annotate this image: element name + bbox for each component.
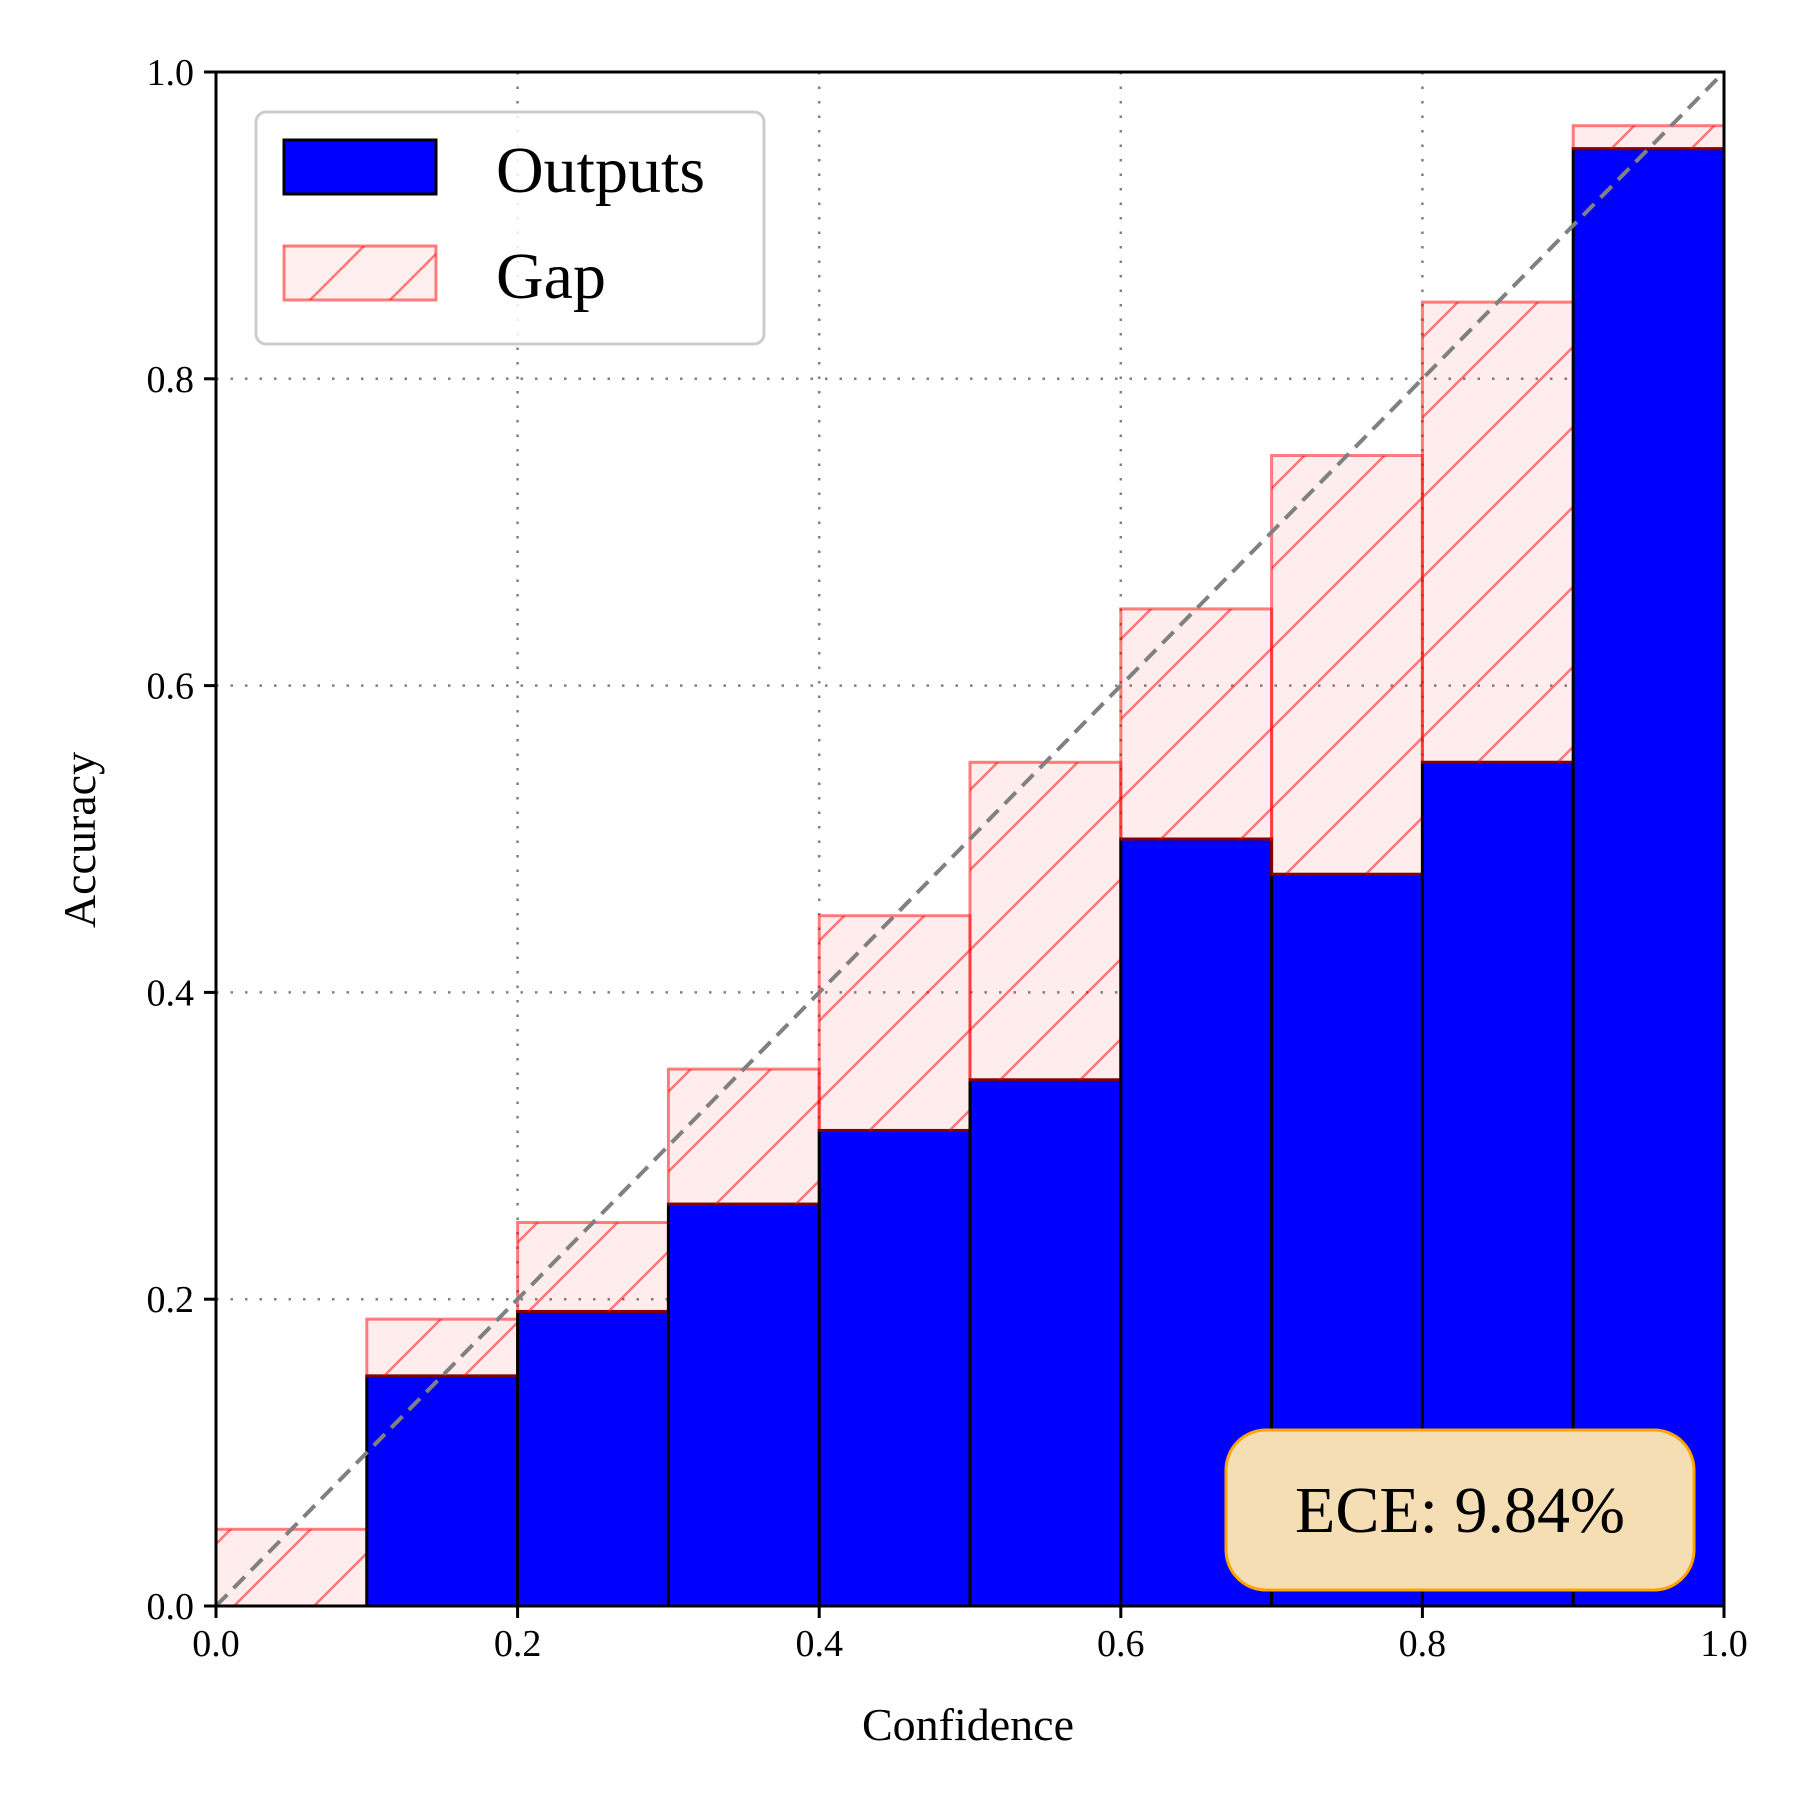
outputs-bar-3: [666, 1202, 821, 1608]
gap-bar-8: [1420, 300, 1575, 764]
y-axis-title: Accuracy: [54, 752, 105, 928]
x-tick-label-1: 0.2: [494, 1623, 542, 1665]
legend: Outputs Gap: [254, 110, 766, 346]
x-tick-label-4: 0.8: [1399, 1623, 1447, 1665]
outputs-bar-4: [817, 1128, 972, 1608]
gap-bar-0: [214, 1527, 369, 1608]
bars: [214, 124, 1726, 1608]
gap-bar-5: [968, 760, 1123, 1082]
y-tick-label-5: 1.0: [147, 52, 195, 94]
outputs-bar-9: [1571, 147, 1726, 1608]
y-tick-label-3: 0.6: [147, 666, 195, 708]
outputs-bar-1: [365, 1374, 520, 1608]
gap-bar-4: [817, 914, 972, 1132]
outputs-bar-5: [968, 1078, 1123, 1608]
gap-bar-3: [666, 1067, 821, 1206]
diagonal-reference-line: [214, 70, 1726, 1608]
axes: 0.0 0.2 0.4 0.6 0.8 1.0 0.0 0.2 0.4 0.6 0.8 1.0: [147, 52, 1748, 1665]
legend-label-gap: Gap: [496, 240, 606, 313]
gap-bar-1: [365, 1317, 520, 1378]
x-tick-label-0: 0.0: [192, 1623, 240, 1665]
x-axis-title: Confidence: [862, 1699, 1074, 1750]
diagonal-line: [214, 70, 1726, 1608]
gap-bar-7: [1270, 454, 1424, 876]
y-tick-label-2: 0.4: [147, 972, 195, 1014]
legend-swatch-outputs: [282, 138, 438, 196]
ece-label: ECE: 9.84%: [1295, 1474, 1625, 1547]
y-tick-label-4: 0.8: [147, 359, 195, 401]
y-tick-label-1: 0.2: [147, 1279, 195, 1321]
legend-label-outputs: Outputs: [496, 134, 705, 207]
plot-frame: [214, 70, 1726, 1608]
gap-bar-9: [1571, 124, 1726, 151]
x-tick-label-5: 1.0: [1700, 1623, 1748, 1665]
ece-box: [1224, 1428, 1696, 1592]
x-tick-label-3: 0.6: [1097, 1623, 1145, 1665]
gap-bar-6: [1119, 607, 1274, 841]
y-tick-label-0: 0.0: [147, 1586, 195, 1628]
legend-swatch-gap: [282, 244, 438, 302]
x-tick-label-2: 0.4: [795, 1623, 843, 1665]
ece-annotation: ECE: 9.84%: [1224, 1428, 1696, 1592]
gap-bar-2: [516, 1221, 670, 1313]
outputs-bar-2: [516, 1309, 670, 1608]
